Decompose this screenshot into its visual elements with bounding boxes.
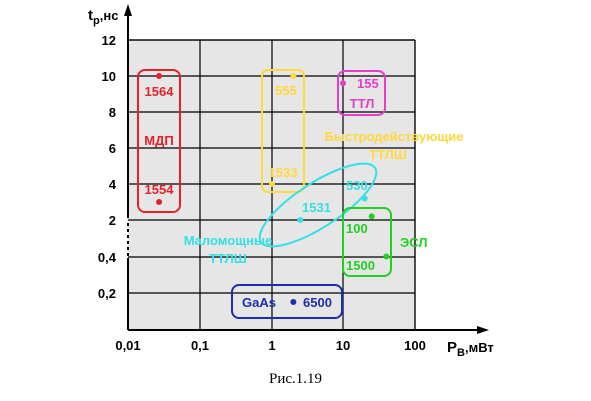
data-point (340, 80, 346, 87)
region-esl (342, 207, 392, 277)
data-point (383, 253, 390, 260)
group-label: ЭСЛ (400, 235, 427, 250)
group-label: ТТЛШ (209, 251, 247, 266)
data-point (297, 217, 304, 223)
y-tick-label: 8 (109, 105, 116, 120)
y-tick-label: 4 (109, 177, 117, 192)
y-axis-title: tp,нс (88, 7, 118, 27)
point-label: 1500 (346, 258, 375, 273)
point-label: 1533 (269, 165, 298, 180)
region-low-power-ttlsh (258, 162, 378, 248)
region-gaas (231, 284, 343, 319)
x-tick-label: 100 (404, 338, 426, 353)
point-label: 6500 (303, 295, 332, 310)
point-label: 555 (275, 83, 297, 98)
group-label: Маломощные (184, 233, 273, 248)
data-point (156, 73, 163, 79)
x-tick-label: 10 (336, 338, 350, 353)
point-label: 1554 (145, 182, 175, 197)
data-point (361, 195, 368, 202)
region-ttl (337, 70, 386, 116)
y-tick-label: 10 (102, 69, 116, 84)
group-label: GaAs (242, 295, 276, 310)
data-point (156, 199, 163, 205)
group-label: ТТЛ (350, 96, 375, 111)
data-point (290, 73, 297, 79)
group-label: Быстродействующие (324, 129, 463, 144)
data-point (269, 181, 275, 187)
y-tick-label: 0,4 (98, 250, 117, 265)
y-tick-label: 2 (109, 213, 116, 228)
x-axis-title: PВ,мВт (447, 339, 494, 359)
group-label: МДП (144, 133, 173, 148)
y-tick-label: 6 (109, 141, 116, 156)
point-label: 530 (346, 178, 368, 193)
region-fast-ttlsh (261, 69, 305, 193)
point-label: 100 (346, 221, 368, 236)
y-tick-label: 12 (102, 33, 116, 48)
point-label: 1531 (302, 200, 331, 215)
data-point (368, 213, 375, 220)
region-mdp (137, 69, 181, 213)
point-label: 155 (357, 76, 379, 91)
x-tick-label: 1 (268, 338, 275, 353)
point-label: 1564 (145, 84, 175, 99)
figure-caption: Рис.1.19 (268, 371, 323, 387)
x-tick-label: 0,01 (115, 338, 140, 353)
x-axis-arrow (477, 326, 489, 334)
y-axis-arrow (124, 4, 132, 16)
x-tick-label: 0,1 (191, 338, 209, 353)
data-point (290, 299, 297, 305)
group-label: ТТЛШ (369, 147, 407, 162)
y-tick-label: 0,2 (98, 286, 116, 301)
